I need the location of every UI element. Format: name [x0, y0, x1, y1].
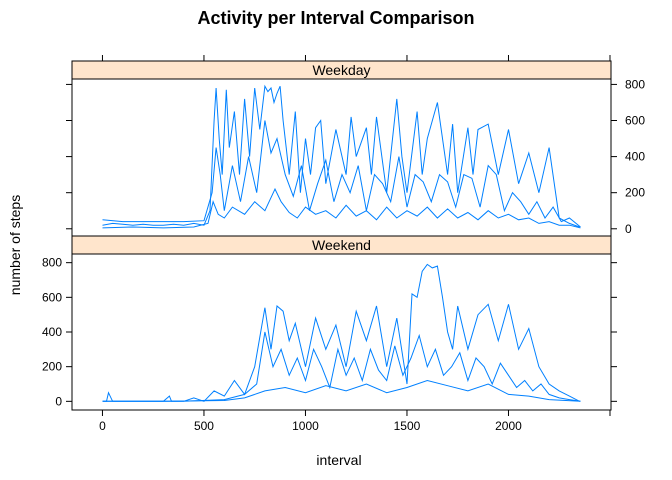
series-line-2 — [102, 331, 581, 402]
y-tick-label: 0 — [55, 394, 62, 408]
y-tick-label: 600 — [42, 290, 62, 304]
panel-weekend: Weekend — [71, 235, 612, 411]
y-axis-title: number of steps — [7, 195, 23, 295]
series-line-1 — [102, 263, 580, 402]
y-tick-label: 0 — [625, 222, 632, 236]
y-tick-label: 200 — [42, 360, 62, 374]
y-tick-label: 400 — [625, 150, 645, 164]
series-line-3 — [102, 379, 581, 402]
y-tick-label: 400 — [42, 325, 62, 339]
strip-label: Weekend — [312, 237, 371, 253]
panel-frame — [71, 60, 612, 237]
x-tick-label: 2000 — [495, 419, 522, 433]
series-line-3 — [102, 187, 581, 229]
series-line-1 — [102, 84, 580, 228]
chart-title: Activity per Interval Comparison — [197, 8, 474, 28]
strip-label: Weekday — [312, 62, 370, 78]
y-tick-label: 800 — [42, 256, 62, 270]
y-tick-label: 800 — [625, 77, 645, 91]
panel-frame — [71, 235, 612, 411]
x-tick-label: 0 — [99, 419, 106, 433]
axes-group: 0 200 400 600 800 0 200 400 600 800 0 500 1000 1500 20… — [42, 55, 645, 433]
y-tick-label: 600 — [625, 114, 645, 128]
series-line-2 — [102, 120, 581, 228]
x-tick-label: 1000 — [292, 419, 319, 433]
y-tick-label: 200 — [625, 186, 645, 200]
panels-group: Weekday Weekend — [71, 60, 612, 411]
x-tick-label: 1500 — [394, 419, 421, 433]
x-axis-title: interval — [316, 452, 361, 468]
x-tick-label: 500 — [194, 419, 214, 433]
panel-weekday: Weekday — [71, 60, 612, 237]
